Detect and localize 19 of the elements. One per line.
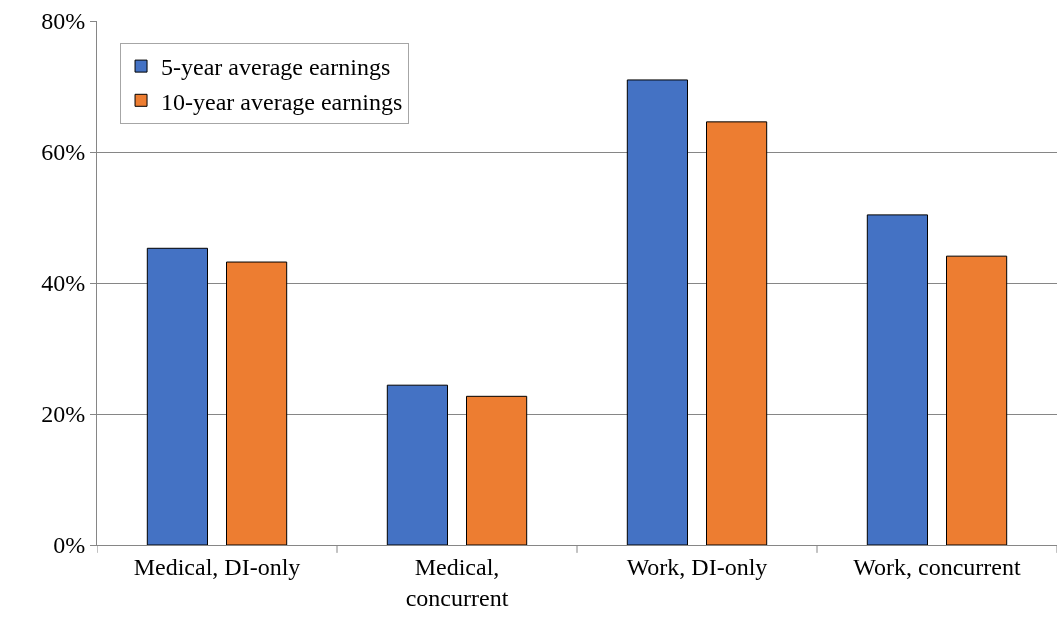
y-tick-label: 20% xyxy=(41,401,86,428)
y-tick-label: 40% xyxy=(41,270,86,297)
bar xyxy=(226,261,288,545)
bar xyxy=(386,384,448,545)
y-tick-label: 60% xyxy=(41,139,86,166)
bar xyxy=(866,214,928,545)
bar xyxy=(626,79,688,545)
y-tick-label: 80% xyxy=(41,8,86,35)
bar xyxy=(946,255,1008,545)
y-tick-label: 0% xyxy=(53,532,86,559)
bar xyxy=(706,121,768,545)
legend-label: 10-year average earnings xyxy=(161,88,403,115)
x-tick-label: Work, DI-only xyxy=(626,553,768,580)
bar xyxy=(146,247,208,545)
legend-label: 5-year average earnings xyxy=(161,54,391,81)
x-tick-label: Work, concurrent xyxy=(853,553,1021,580)
bar xyxy=(466,395,528,545)
x-tick-label: Medical, concurrent xyxy=(405,553,509,611)
x-tick-label: Medical, DI-only xyxy=(133,553,301,580)
